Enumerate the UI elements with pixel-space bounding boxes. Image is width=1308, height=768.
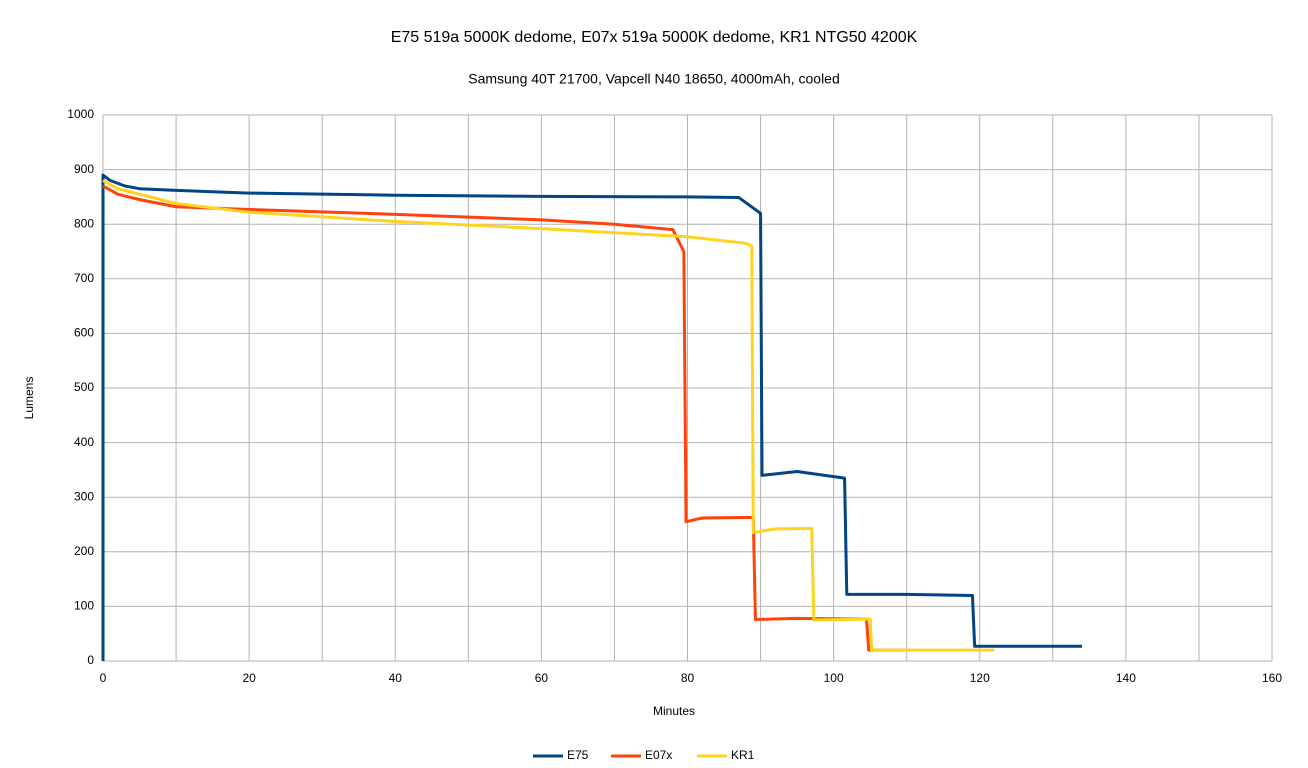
y-tick-label: 1000 [67, 107, 94, 121]
y-tick-label: 200 [74, 544, 94, 558]
y-tick-label: 800 [74, 216, 94, 230]
y-tick-label: 900 [74, 162, 94, 176]
y-tick-label: 0 [87, 653, 94, 667]
x-tick-label: 100 [824, 671, 844, 685]
x-tick-label: 160 [1262, 671, 1282, 685]
y-tick-label: 500 [74, 380, 94, 394]
series-line [102, 179, 995, 652]
y-axis-title: Lumens [22, 377, 36, 420]
x-tick-label: 60 [535, 671, 549, 685]
series-line [102, 184, 907, 652]
x-tick-label: 20 [242, 671, 256, 685]
y-tick-label: 700 [74, 271, 94, 285]
x-tick-label: 0 [100, 671, 107, 685]
x-tick-label: 120 [970, 671, 990, 685]
x-tick-label: 80 [681, 671, 695, 685]
legend-label: KR1 [731, 748, 755, 762]
y-tick-label: 600 [74, 326, 94, 340]
x-axis-title: Minutes [653, 704, 695, 718]
legend-label: E75 [567, 748, 589, 762]
y-tick-label: 400 [74, 435, 94, 449]
chart-title: E75 519a 5000K dedome, E07x 519a 5000K d… [391, 29, 918, 46]
x-tick-label: 140 [1116, 671, 1136, 685]
y-tick-label: 300 [74, 489, 94, 503]
legend-label: E07x [645, 748, 672, 762]
chart-subtitle: Samsung 40T 21700, Vapcell N40 18650, 40… [468, 71, 840, 87]
y-tick-label: 100 [74, 599, 94, 613]
series-line [101, 173, 1083, 661]
x-tick-label: 40 [389, 671, 403, 685]
